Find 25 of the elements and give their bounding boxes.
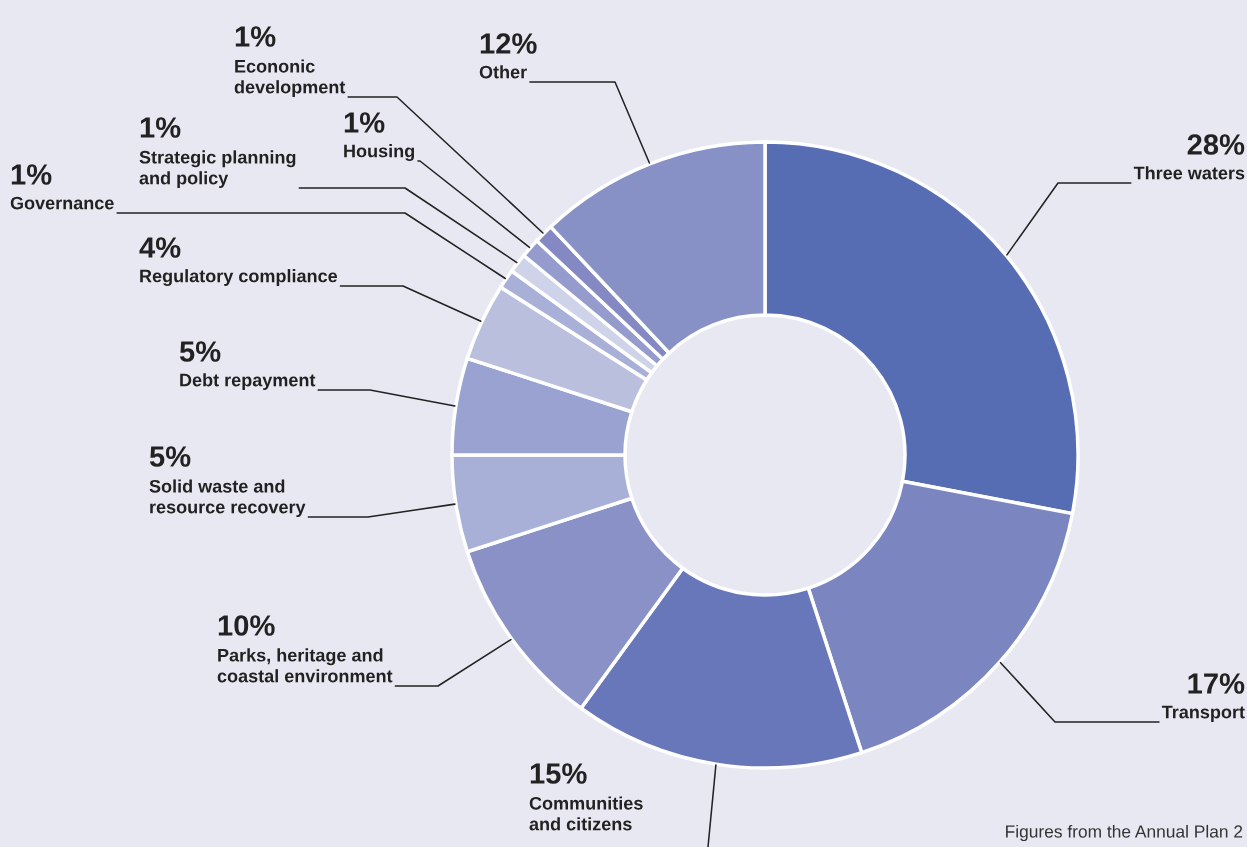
slice-label: Communities and citizens [529,796,643,831]
slice-label: Transport [1161,705,1245,722]
data-label: 1% [11,164,52,185]
slice-label: Three waters [1133,166,1245,180]
slice-label: Regulatory compliance [140,269,338,286]
data-label: 1% [344,112,385,133]
data-label: 28% [1187,134,1245,155]
slice-label: Strategic planning and policy [139,150,296,188]
data-label: 12% [480,33,537,54]
data-label: 17% [1188,673,1245,694]
data-label: 4% [139,237,181,258]
data-label: 5% [149,446,191,467]
slice-label: Parks, heritage and coastal environment [217,648,393,683]
data-label: 5% [179,341,221,362]
slice-label: Econonic development [234,59,346,97]
slice-label: Debt repayment [180,373,316,390]
slice-label: Governance [10,196,114,210]
slice-label: Housing [344,144,414,161]
text: Figures from the Annual Plan 2 [1006,824,1243,842]
data-label: 1% [235,26,276,47]
data-label: 10% [218,615,275,636]
slice-label: Solid waste and resource recovery [149,479,306,517]
data-label: 1% [140,117,181,138]
slice-label: Other [479,65,527,79]
data-label: 15% [530,763,587,784]
